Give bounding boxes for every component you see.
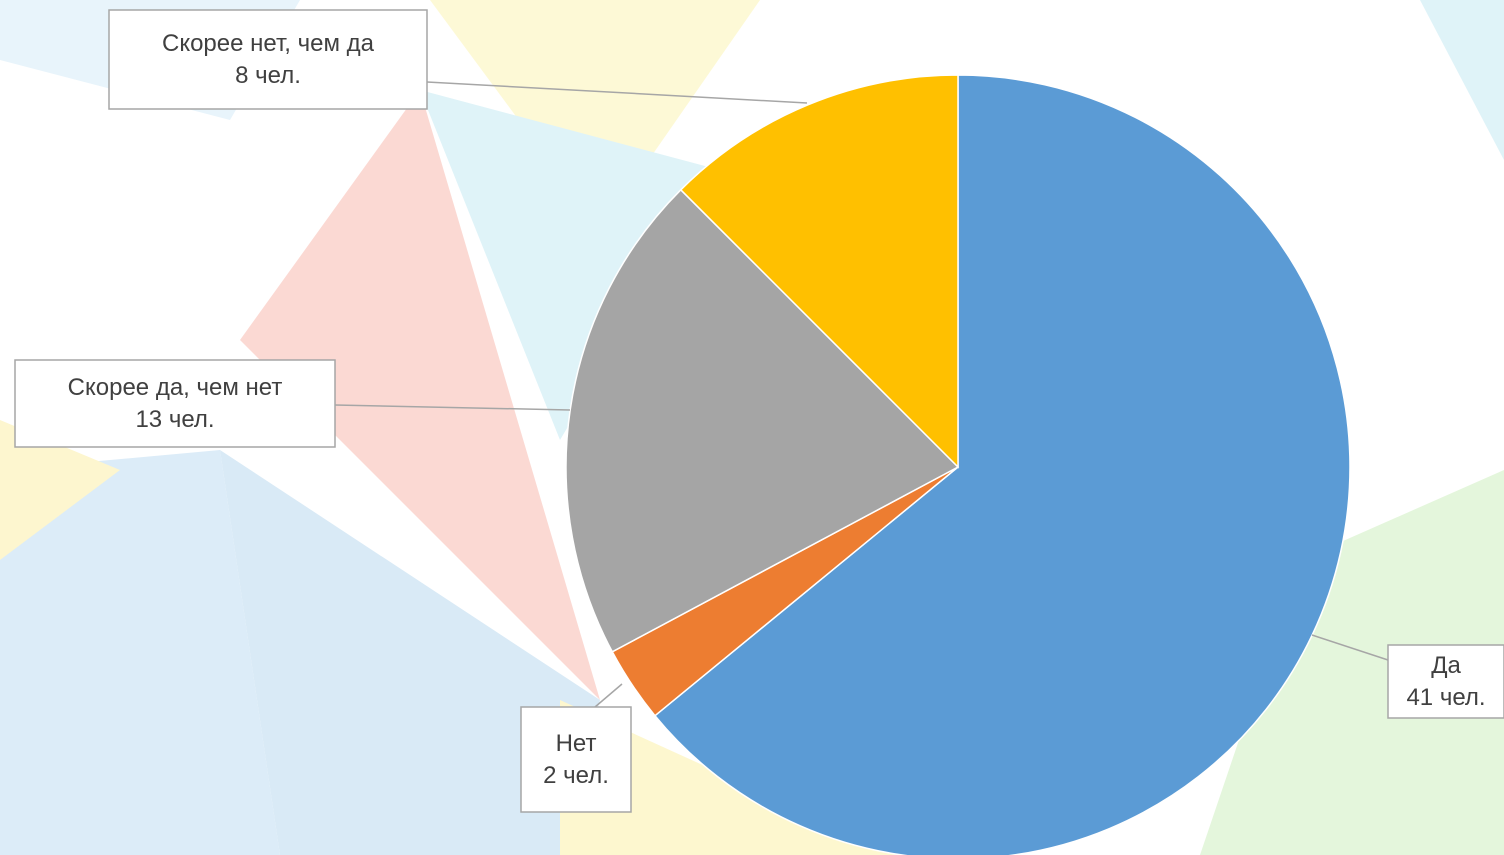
label-box (108, 9, 428, 110)
pie-slice (679, 74, 959, 469)
category-label: Скорее нет, чем да (162, 30, 375, 57)
bg-shape (420, 90, 720, 440)
bg-shape (240, 90, 600, 700)
bg-shape (1420, 0, 1504, 160)
value-label: 13 чел. (135, 406, 214, 433)
leader-line (594, 683, 623, 708)
leader-line (1311, 634, 1389, 661)
bg-shape (430, 0, 760, 230)
value-label: 41 чел. (1406, 684, 1485, 711)
bg-shape (0, 420, 120, 560)
label-box (14, 359, 336, 448)
value-label: 2 чел. (543, 762, 609, 789)
leader-line (334, 404, 571, 411)
value-label: 8 чел. (235, 62, 301, 89)
category-label: Нет (556, 730, 597, 757)
bg-shape (1200, 470, 1504, 855)
label-box (520, 706, 632, 813)
bg-shape (220, 450, 600, 855)
pie-slice (565, 188, 960, 653)
label-box (1387, 644, 1504, 719)
bg-shape (0, 450, 280, 855)
category-label: Да (1431, 652, 1461, 679)
category-label: Скорее да, чем нет (68, 374, 283, 401)
leader-line (426, 81, 808, 104)
